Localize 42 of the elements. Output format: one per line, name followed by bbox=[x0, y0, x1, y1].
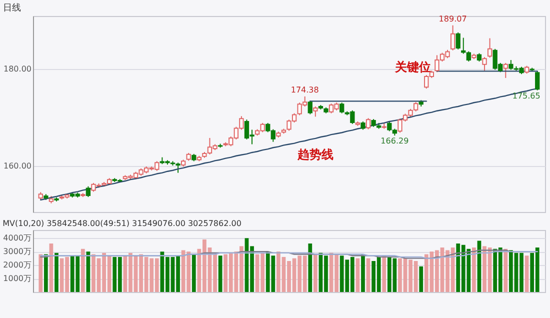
bar bbox=[80, 248, 85, 292]
candlestick bbox=[313, 106, 318, 118]
y-tick-label: 160.00 bbox=[4, 162, 32, 171]
candlestick bbox=[340, 102, 344, 114]
candlestick bbox=[366, 118, 371, 130]
y-tick-label: 2000万 bbox=[3, 260, 32, 270]
text: MV(10,20) 35842548.00(49:51) 31549076.00 30257862.00 bbox=[2, 219, 242, 228]
line-series bbox=[40, 88, 538, 200]
candlestick bbox=[482, 56, 487, 72]
bar bbox=[308, 243, 312, 292]
candlestick bbox=[450, 24, 456, 51]
annotation: 175.65 bbox=[512, 91, 540, 100]
y-tick-label: 1000万 bbox=[3, 274, 32, 284]
series-label: 趋势线 bbox=[296, 147, 334, 162]
chart-subtitle: 日线 bbox=[3, 2, 22, 14]
candlestick bbox=[456, 32, 460, 50]
annotation: 166.29 bbox=[380, 136, 409, 146]
bar bbox=[524, 256, 529, 292]
bar bbox=[192, 254, 196, 292]
y-tick-label: 3000万 bbox=[3, 247, 32, 256]
bar bbox=[504, 248, 508, 292]
candlestick bbox=[503, 62, 508, 78]
candlestick bbox=[86, 186, 91, 198]
y-tick-label: 180.00 bbox=[4, 64, 32, 74]
annotation: 174.38 bbox=[290, 85, 319, 94]
bar bbox=[356, 258, 360, 292]
y-tick-label: 4000万 bbox=[3, 234, 32, 243]
bar bbox=[218, 256, 222, 292]
bar bbox=[313, 254, 318, 292]
candlestick bbox=[308, 100, 312, 115]
bar bbox=[361, 254, 365, 292]
annotation: 189.07 bbox=[438, 14, 467, 24]
candlestick bbox=[535, 70, 540, 91]
bar bbox=[38, 254, 43, 292]
candlestick bbox=[487, 38, 492, 58]
series-label: 关键位 bbox=[394, 60, 431, 74]
bar bbox=[366, 258, 370, 292]
bar bbox=[382, 256, 386, 292]
bar bbox=[419, 266, 424, 292]
bar bbox=[44, 254, 48, 292]
bar bbox=[54, 252, 58, 292]
bar bbox=[472, 248, 476, 292]
